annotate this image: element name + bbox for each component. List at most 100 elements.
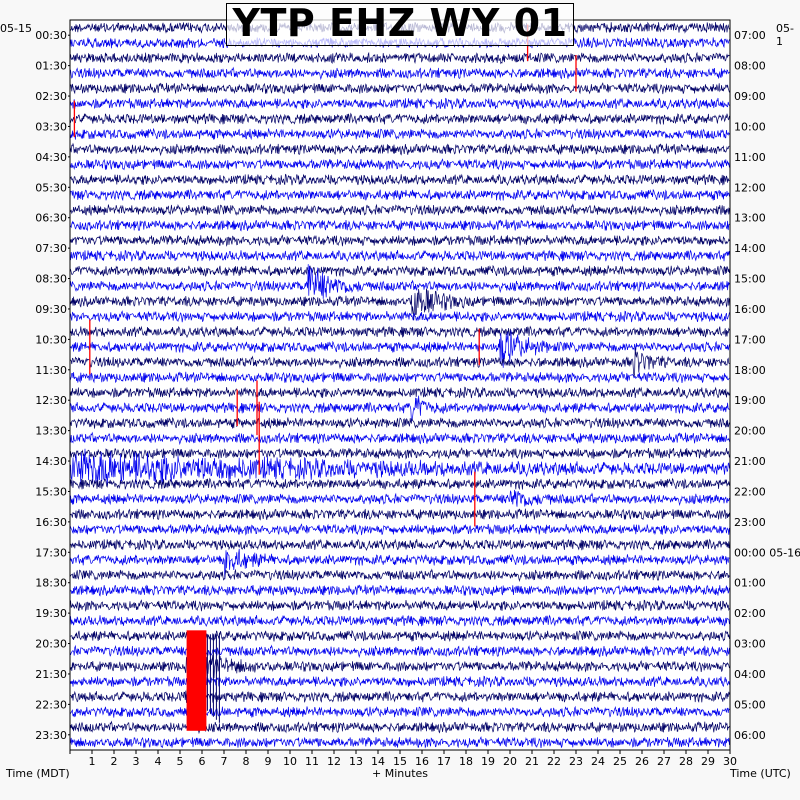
trace-row-7 [69,127,730,141]
x-tick-label: 26 [635,755,649,768]
right-time-label: 12:00 [734,181,766,194]
trace-row-14 [69,234,730,247]
x-tick-label: 10 [283,755,297,768]
right-time-label: 16:00 [734,303,766,316]
right-time-labels: 07:00 08:00 09:00 10:00 11:00 12:00 13:00 14:00… [734,29,800,742]
trace-row-41 [69,644,730,659]
left-time-label: 07:30 [35,242,67,255]
left-time-label: 11:30 [35,364,67,377]
x-tick-label: 28 [679,755,693,768]
right-time-label: 05:00 [734,698,766,711]
x-tick-label: 16 [415,755,429,768]
x-axis-center-title: + Minutes [372,767,429,780]
trace-row-19 [69,310,730,323]
x-tick-label: 30 [723,755,737,768]
trace-row-2 [69,51,730,65]
x-tick-label: 3 [133,755,140,768]
left-time-label: 01:30 [35,60,67,73]
trace-row-29 [69,448,730,486]
trace-row-25 [69,395,730,422]
right-time-label: 18:00 [734,364,766,377]
trace-row-8 [69,142,730,157]
trace-row-6 [69,112,730,125]
trace-row-31 [69,489,730,507]
right-time-label: 13:00 [734,212,766,225]
trace-row-11 [69,188,730,202]
left-time-label: 08:30 [35,273,67,286]
right-time-label: 07:00 [734,29,766,42]
right-time-label: 01:00 [734,577,766,590]
x-tick-label: 6 [199,755,206,768]
trace-row-45 [69,705,730,718]
x-tick-label: 4 [155,755,162,768]
x-tick-label: 9 [265,755,272,768]
x-tick-label: 19 [481,755,495,768]
trace-row-46 [69,720,730,735]
saturated-signal-block [186,630,207,731]
left-time-label: 02:30 [35,90,67,103]
right-time-label: 02:00 [734,607,766,620]
trace-row-3 [69,66,730,81]
trace-row-18 [69,288,730,321]
left-time-label: 00:30 [35,29,67,42]
right-time-label: 14:00 [734,242,766,255]
trace-row-42 [69,647,730,682]
x-tick-label: 24 [591,755,605,768]
left-time-label: 19:30 [35,607,67,620]
trace-row-22 [69,347,730,378]
plot-area-background [70,20,730,750]
x-tick-label: 14 [371,755,385,768]
x-tick-label: 27 [657,755,671,768]
event-spikes [73,24,577,731]
trace-row-16 [69,264,730,278]
chart-title-box: YTP EHZ WY 01 [226,1,574,46]
trace-row-15 [69,249,730,262]
left-time-label: 03:30 [35,120,67,133]
left-time-label: 12:30 [35,394,67,407]
trace-row-38 [69,599,730,612]
right-time-label: 09:00 [734,90,766,103]
x-tick-label: 13 [349,755,363,768]
trace-row-13 [69,219,730,232]
x-tick-label: 25 [613,755,627,768]
left-time-label: 22:30 [35,698,67,711]
x-tick-label: 20 [503,755,517,768]
trace-row-39 [69,614,730,627]
trace-row-17 [69,264,730,299]
right-time-label: 19:00 [734,394,766,407]
seismic-traces [69,21,730,749]
trace-row-27 [69,431,730,446]
x-tick-label: 18 [459,755,473,768]
x-axis-ticks: 1 2 3 4 5 6 7 8 9 10 11 12 13 14 15 16 17 18 19 20 21 22 23 24 2… [69,750,737,768]
left-time-label: 10:30 [35,333,67,346]
trace-row-40 [69,629,730,643]
x-tick-label: 29 [701,755,715,768]
x-tick-label: 12 [327,755,341,768]
x-tick-label: 2 [111,755,118,768]
x-tick-label: 17 [437,755,451,768]
x-tick-label: 7 [221,755,228,768]
trace-row-36 [69,568,730,583]
right-time-label: 11:00 [734,151,766,164]
right-time-label: 00:00 05-16 [734,546,800,559]
x-tick-label: 8 [243,755,250,768]
left-time-label: 18:30 [35,577,67,590]
trace-row-44 [69,685,730,707]
right-time-label: 21:00 [734,455,766,468]
left-time-label: 09:30 [35,303,67,316]
left-time-label: 17:30 [35,546,67,559]
left-time-label: 23:30 [35,729,67,742]
right-time-label: 10:00 [734,120,766,133]
left-time-label: 21:30 [35,668,67,681]
right-time-label: 04:00 [734,668,766,681]
x-tick-label: 22 [547,755,561,768]
left-time-labels: 00:30 01:30 02:30 03:30 04:30 05:30 06:30 07:30… [35,29,70,742]
trace-row-20 [69,325,730,339]
trace-row-34 [69,538,730,551]
right-time-label: 15:00 [734,273,766,286]
x-tick-label: 15 [393,755,407,768]
trace-row-35 [69,548,730,580]
trace-row-9 [69,158,730,171]
x-tick-label: 23 [569,755,583,768]
